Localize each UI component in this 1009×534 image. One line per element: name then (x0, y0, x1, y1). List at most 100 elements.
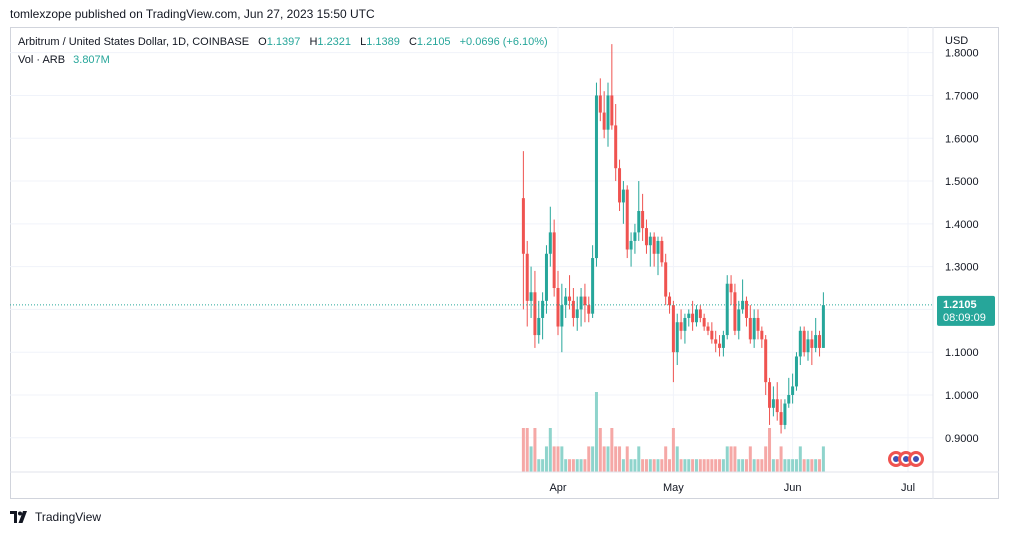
candle-body (594, 95, 598, 259)
volume-bar (729, 446, 733, 472)
volume-bar (779, 446, 783, 472)
candle-body (637, 210, 641, 233)
volume-bar (652, 459, 656, 472)
candle-body (737, 309, 741, 331)
candle-body (783, 403, 787, 425)
volume-bar (568, 459, 572, 472)
legend-ohlc: Arbitrum / United States Dollar, 1D, COI… (18, 36, 548, 48)
candle-body (606, 95, 610, 130)
volume-bar (687, 459, 691, 472)
volume-bar (668, 459, 672, 472)
candle-body (614, 125, 618, 169)
volume-bar (702, 459, 706, 472)
volume-bar (725, 446, 729, 472)
candle-body (575, 309, 579, 318)
candle-body (802, 330, 806, 353)
volume-bar (564, 459, 568, 472)
volume-bar (533, 428, 537, 472)
bar-countdown: 08:09:09 (943, 312, 986, 324)
legend-low: 1.1389 (366, 36, 400, 48)
volume-bar (583, 459, 587, 472)
volume-bar (698, 459, 702, 472)
volume-bar (756, 459, 760, 472)
candle-body (725, 283, 729, 336)
candle-body (571, 300, 575, 318)
candle-body (618, 168, 622, 203)
candle-body (794, 356, 798, 387)
volume-bar (798, 446, 802, 472)
volume-bar (571, 459, 575, 472)
candle-body (521, 198, 525, 254)
candle-body (733, 292, 737, 331)
candle-body (752, 317, 756, 340)
candle-body (525, 253, 529, 301)
candle-body (629, 240, 633, 250)
price-tick-label: 1.6000 (945, 133, 979, 145)
candle-body (533, 292, 537, 336)
volume-bar (625, 446, 629, 472)
candle-body (583, 296, 587, 306)
candle-body (621, 189, 625, 203)
volume-value: 3.807M (73, 54, 110, 66)
candle-body (691, 313, 695, 323)
candle-body (625, 189, 629, 250)
volume-bar (656, 459, 660, 472)
candle-body (694, 309, 698, 323)
volume-bars (521, 392, 825, 472)
us-flag-icon[interactable] (908, 451, 924, 467)
volume-bar (683, 459, 687, 472)
time-tick-label: Apr (549, 482, 566, 494)
candle-body (810, 339, 814, 348)
candle-body (779, 412, 783, 425)
candle-body (748, 317, 752, 340)
volume-bar (794, 459, 798, 472)
volume-bar (802, 459, 806, 472)
volume-bar (691, 459, 695, 472)
volume-bar (694, 459, 698, 472)
volume-bar (768, 428, 772, 472)
candle-body (787, 394, 791, 404)
volume-bar (537, 459, 541, 472)
candle-body (648, 236, 652, 246)
volume-bar (629, 459, 633, 472)
candle-body (764, 339, 768, 383)
tradingview-logo-icon (10, 511, 27, 523)
candle-body (818, 335, 822, 348)
candle-body (548, 232, 552, 254)
price-chart[interactable]: 0.90001.00001.10001.20001.30001.40001.50… (10, 27, 999, 499)
tradingview-branding[interactable]: TradingView (10, 509, 101, 525)
legend-open: 1.1397 (267, 36, 301, 48)
candle-body (660, 240, 664, 263)
candle-body (771, 399, 775, 408)
candle-body (729, 283, 733, 293)
price-axis[interactable]: 0.90001.00001.10001.20001.30001.40001.50… (945, 48, 979, 445)
volume-bar (775, 459, 779, 472)
candle-body (775, 399, 779, 413)
volume-bar (741, 459, 745, 472)
candle-body (641, 210, 645, 229)
candle-body (610, 95, 614, 126)
candlesticks (521, 44, 825, 434)
volume-bar (664, 446, 668, 472)
candle-body (529, 292, 533, 301)
price-tick-label: 1.1000 (945, 347, 979, 359)
candle-body (702, 317, 706, 327)
volume-bar (771, 459, 775, 472)
economic-events[interactable] (888, 451, 924, 467)
volume-bar (552, 446, 556, 472)
price-tick-label: 1.0000 (945, 390, 979, 402)
volume-bar (679, 459, 683, 472)
candle-body (721, 335, 725, 348)
candle-body (814, 335, 818, 348)
last-price-badge: 1.2105 08:09:09 (937, 295, 995, 326)
candle-body (633, 232, 637, 241)
volume-bar (660, 459, 664, 472)
volume-bar (810, 459, 814, 472)
volume-bar (529, 446, 533, 472)
currency-label: USD (945, 35, 968, 47)
volume-bar (752, 459, 756, 472)
candle-body (668, 296, 672, 306)
candle-body (564, 296, 568, 306)
volume-bar (614, 446, 618, 472)
time-axis[interactable]: Apr May Jun Jul (549, 482, 915, 494)
